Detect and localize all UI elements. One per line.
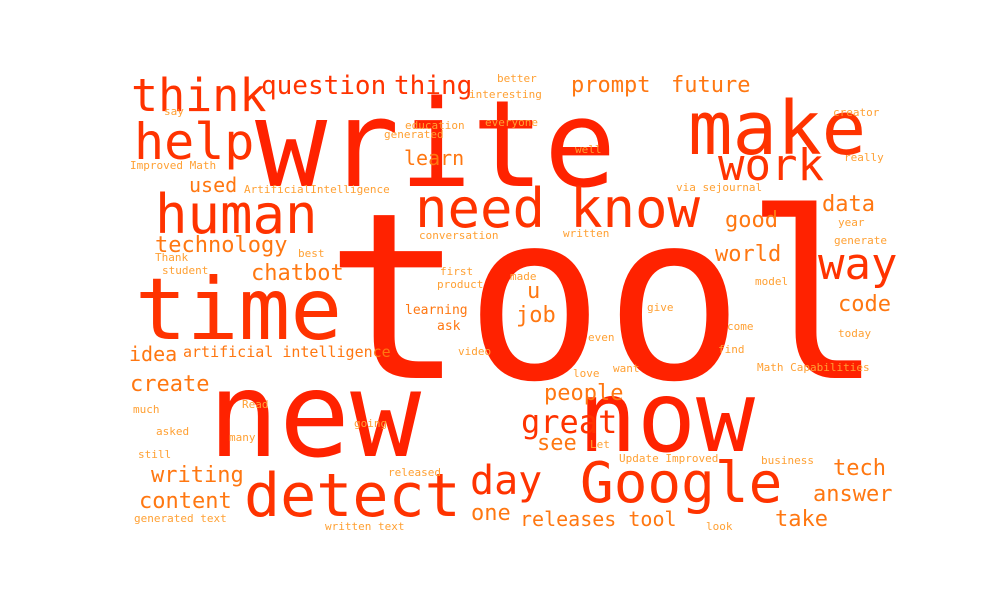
cloud-word-let: Let: [590, 438, 610, 451]
cloud-word-used: used: [189, 173, 237, 197]
cloud-word-well: well: [575, 143, 602, 156]
cloud-word-chatbot: chatbot: [251, 261, 344, 286]
cloud-word-student: student: [162, 264, 208, 277]
cloud-word-come: come: [727, 320, 754, 333]
cloud-word-tool: tool: [325, 163, 884, 433]
cloud-word-year: year: [838, 216, 865, 229]
cloud-word-need: need: [415, 177, 545, 240]
cloud-word-world: world: [715, 242, 781, 267]
cloud-word-future: future: [671, 73, 750, 98]
cloud-word-time: time: [135, 260, 342, 360]
cloud-word-generated-text: generated text: [134, 512, 227, 525]
cloud-word-video: video: [458, 345, 491, 358]
cloud-word-human: human: [155, 183, 318, 246]
cloud-word-love: love: [573, 367, 600, 380]
cloud-word-first: first: [440, 265, 473, 278]
cloud-word-conversation: conversation: [419, 229, 498, 242]
cloud-word-product: product: [437, 278, 483, 291]
cloud-word-today: today: [838, 327, 871, 340]
cloud-word-u: u: [527, 279, 540, 304]
cloud-word-give: give: [647, 301, 674, 314]
cloud-word-learning: learning: [405, 303, 468, 318]
cloud-word-good: good: [725, 208, 778, 233]
cloud-word-question: question: [261, 71, 386, 101]
cloud-word-google: Google: [580, 451, 782, 516]
cloud-word-math-capabilities: Math Capabilities: [757, 361, 870, 374]
cloud-word-technology: technology: [155, 233, 287, 258]
cloud-word-way: way: [818, 239, 897, 290]
cloud-word-improved-math: Improved Math: [130, 159, 216, 172]
cloud-word-made: made: [510, 270, 537, 283]
cloud-word-better: better: [497, 72, 537, 85]
cloud-word-much: much: [133, 403, 160, 416]
cloud-word-look: look: [706, 520, 733, 533]
cloud-word-code: code: [838, 292, 891, 317]
cloud-word-writing: writing: [151, 463, 244, 488]
cloud-word-asked: asked: [156, 425, 189, 438]
cloud-word-artificial-intelligence: artificial intelligence: [183, 343, 391, 361]
cloud-word-people: people: [544, 381, 623, 406]
cloud-word-read: Read: [242, 398, 269, 411]
cloud-word-business: business: [761, 454, 814, 467]
cloud-word-want: want: [613, 362, 640, 375]
cloud-word-write: write: [255, 76, 616, 215]
cloud-word-best: best: [298, 247, 325, 260]
cloud-word-really: really: [844, 151, 884, 164]
cloud-word-thank: Thank: [155, 251, 188, 264]
cloud-word-model: model: [755, 275, 788, 288]
cloud-word-written-text: written text: [325, 520, 404, 533]
cloud-word-artificialintelligence: ArtificialIntelligence: [244, 183, 390, 196]
cloud-word-make: make: [688, 86, 866, 172]
cloud-word-idea: idea: [129, 342, 177, 366]
cloud-word-say: say: [164, 105, 184, 118]
cloud-word-take: take: [775, 507, 828, 532]
cloud-word-releases-tool: releases tool: [520, 507, 677, 531]
cloud-word-released: released: [388, 466, 441, 479]
cloud-word-now: now: [578, 361, 755, 475]
cloud-word-work: work: [718, 140, 824, 191]
cloud-word-going: going: [354, 417, 387, 430]
cloud-word-create: create: [130, 372, 209, 397]
cloud-word-answer: answer: [813, 482, 892, 507]
cloud-word-interesting: interesting: [469, 88, 542, 101]
cloud-word-detect: detect: [244, 461, 461, 531]
cloud-word-still: still: [138, 448, 171, 461]
cloud-word-find: find: [718, 343, 745, 356]
cloud-word-everyone: everyone: [485, 116, 538, 129]
cloud-word-via-sejournal: via sejournal: [676, 181, 762, 194]
cloud-word-even: even: [588, 331, 615, 344]
cloud-word-help: help: [134, 113, 254, 171]
cloud-word-prompt: prompt: [571, 73, 650, 98]
cloud-word-ask: ask: [437, 319, 461, 334]
cloud-word-data: data: [822, 192, 875, 217]
cloud-word-written: written: [563, 227, 609, 240]
cloud-word-new: new: [208, 346, 422, 484]
cloud-word-many: many: [229, 431, 256, 444]
cloud-word-day: day: [470, 458, 542, 504]
cloud-word-think: think: [131, 69, 266, 122]
cloud-word-creator: creator: [833, 106, 880, 119]
cloud-word-update-improved: Update Improved: [619, 452, 718, 465]
cloud-word-know: know: [570, 177, 701, 240]
cloud-word-generated: generated: [384, 128, 444, 141]
cloud-word-content: content: [139, 489, 232, 514]
cloud-word-learn: learn: [404, 146, 464, 170]
cloud-word-great: great: [521, 403, 617, 441]
cloud-word-one: one: [471, 501, 511, 526]
cloud-word-see: see: [537, 431, 577, 456]
cloud-word-tech: tech: [833, 456, 886, 481]
cloud-word-education: education: [405, 119, 465, 132]
cloud-word-thing: thing: [394, 71, 472, 101]
cloud-word-generate: generate: [834, 234, 887, 247]
cloud-word-job: job: [516, 303, 556, 328]
